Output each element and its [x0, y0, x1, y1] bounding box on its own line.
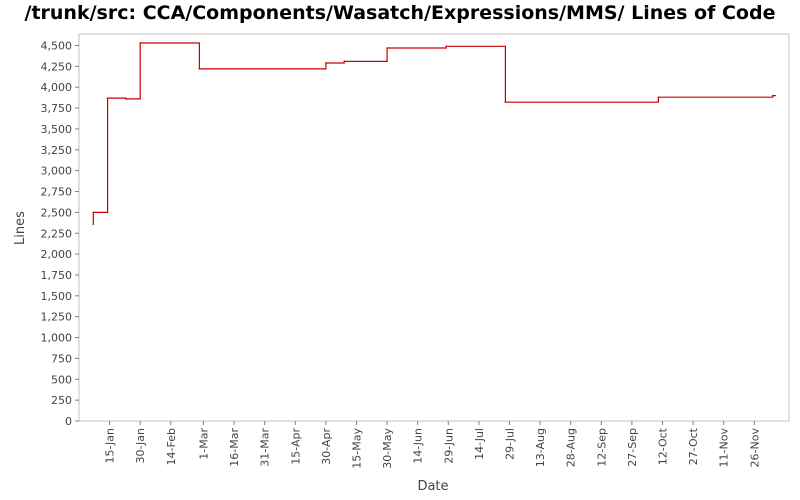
y-tick-label: 0 [65, 415, 72, 428]
y-axis-title: Lines [13, 211, 28, 245]
y-tick-label: 1,250 [41, 311, 73, 324]
x-tick-label: 12-Oct [657, 427, 670, 465]
x-tick-label: 30-May [381, 428, 394, 469]
x-tick-label: 14-Feb [165, 428, 178, 465]
x-tick-label: 31-Mar [259, 428, 272, 467]
y-tick-label: 500 [51, 373, 72, 386]
x-axis: 15-Jan 30-Jan 14-Feb 1-Mar 16-Mar 31-Mar 15-Ap… [104, 421, 761, 469]
x-tick-label: 11-Nov [718, 428, 731, 468]
x-tick-label: 29-Jul [503, 428, 516, 460]
x-tick-label: 28-Aug [565, 428, 578, 467]
y-tick-label: 2,500 [41, 206, 73, 219]
data-point [325, 62, 327, 64]
data-point [106, 97, 109, 99]
x-tick-label: 14-Jun [412, 428, 425, 464]
y-tick-label: 2,750 [41, 186, 73, 199]
x-tick-label: 30-Jan [134, 428, 147, 464]
y-axis: 0 250 500 750 1,000 1,250 1,500 1,750 2,000 2,250… [41, 40, 79, 428]
x-tick-label: 1-Mar [197, 428, 210, 460]
y-tick-label: 4,250 [41, 60, 73, 73]
data-point [504, 101, 507, 104]
y-tick-label: 250 [51, 394, 72, 407]
data-point [198, 68, 201, 70]
data-point [92, 211, 95, 214]
y-tick-label: 2,250 [41, 227, 73, 240]
chart-title: /trunk/src: CCA/Components/Wasatch/Expre… [24, 2, 776, 24]
data-point [771, 94, 774, 97]
x-tick-label: 26-Nov [748, 428, 761, 468]
x-tick-label: 15-Jan [104, 428, 117, 464]
data-point [125, 98, 127, 100]
y-tick-label: 1,750 [41, 269, 73, 282]
y-tick-label: 3,750 [41, 102, 73, 115]
data-point [657, 96, 660, 99]
y-tick-label: 2,000 [41, 248, 73, 261]
x-tick-label: 15-May [350, 428, 363, 469]
series-line [92, 42, 776, 225]
y-tick-label: 750 [51, 352, 72, 365]
x-tick-label: 30-Apr [320, 428, 333, 465]
x-tick-label: 13-Aug [534, 428, 547, 467]
x-tick-label: 29-Jun [442, 428, 455, 464]
x-axis-title: Date [417, 479, 448, 494]
x-tick-label: 16-Mar [228, 428, 241, 467]
x-tick-label: 15-Apr [289, 428, 302, 465]
y-tick-label: 4,500 [41, 40, 73, 53]
data-point [445, 45, 448, 48]
x-tick-label: 12-Sep [595, 428, 608, 467]
plot-area [78, 33, 790, 422]
y-tick-label: 3,500 [41, 123, 73, 136]
y-tick-label: 1,500 [41, 290, 73, 303]
data-point [92, 223, 95, 225]
y-tick-label: 4,000 [41, 81, 73, 94]
series-layer [92, 42, 776, 225]
x-tick-label: 14-Jul [473, 428, 486, 460]
y-tick-label: 1,000 [41, 332, 73, 345]
data-point [343, 60, 346, 63]
data-point [386, 47, 388, 49]
y-tick-label: 3,000 [41, 165, 73, 178]
y-tick-label: 3,250 [41, 144, 73, 157]
x-tick-label: 27-Oct [687, 427, 700, 465]
data-point [139, 42, 142, 44]
x-tick-label: 27-Sep [626, 428, 639, 467]
